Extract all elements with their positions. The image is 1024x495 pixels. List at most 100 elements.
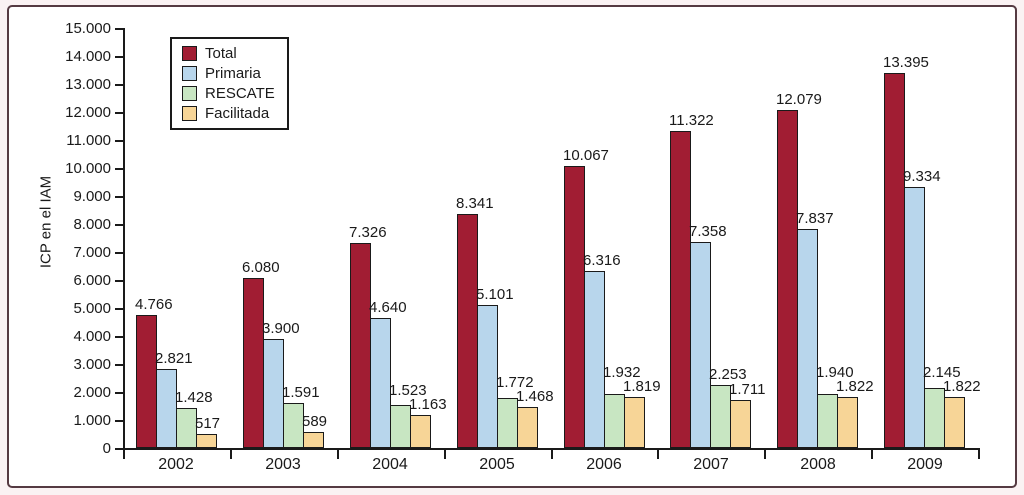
bar-label: 7.837: [796, 210, 834, 227]
bar-label: 2.821: [155, 350, 193, 367]
legend: Total Primaria RESCATE Facilitada: [170, 37, 289, 130]
y-tick: [115, 364, 123, 366]
legend-swatch-facilitada: [182, 106, 197, 121]
bar-label: 1.591: [282, 384, 320, 401]
x-tick: [978, 450, 980, 459]
y-tick-label: 12.000: [65, 104, 111, 121]
legend-label: Facilitada: [205, 105, 270, 122]
legend-swatch-rescate: [182, 86, 197, 101]
bar: [904, 187, 925, 448]
legend-label: Primaria: [205, 65, 261, 82]
bar-label: 1.468: [516, 388, 554, 405]
y-tick: [115, 308, 123, 310]
bar: [624, 397, 645, 448]
x-axis-line: [123, 448, 980, 450]
bar: [690, 242, 711, 448]
x-category-label: 2008: [800, 456, 836, 473]
x-category-label: 2005: [479, 456, 515, 473]
y-axis-line: [123, 28, 125, 450]
legend-swatch-total: [182, 46, 197, 61]
x-tick: [337, 450, 339, 459]
bar-label: 1.772: [496, 374, 534, 391]
bar: [303, 432, 324, 448]
x-category-label: 2006: [586, 456, 622, 473]
bar: [944, 397, 965, 448]
bar-label: 5.101: [476, 286, 514, 303]
bar: [243, 278, 264, 448]
y-tick: [115, 196, 123, 198]
bar: [517, 407, 538, 448]
y-tick: [115, 392, 123, 394]
bar-label: 6.080: [242, 259, 280, 276]
y-tick-label: 7.000: [73, 244, 111, 261]
bar: [477, 305, 498, 448]
bar-label: 4.640: [369, 299, 407, 316]
y-tick: [115, 28, 123, 30]
x-tick: [657, 450, 659, 459]
y-tick-label: 11.000: [66, 132, 111, 149]
y-tick-label: 0: [102, 440, 111, 457]
legend-item: Primaria: [182, 65, 275, 82]
y-tick: [115, 252, 123, 254]
bar: [604, 394, 625, 448]
y-tick-label: 4.000: [73, 328, 111, 345]
bar-label: 7.358: [689, 223, 727, 240]
legend-item: Facilitada: [182, 105, 275, 122]
bar-label: 517: [195, 415, 221, 432]
y-tick-label: 1.000: [73, 412, 111, 429]
y-tick-label: 5.000: [73, 300, 111, 317]
bar: [497, 398, 518, 448]
bar: [884, 73, 905, 448]
bar: [837, 397, 858, 448]
y-tick: [115, 280, 123, 282]
y-tick: [115, 448, 123, 450]
bar-label: 1.940: [816, 364, 854, 381]
x-tick: [230, 450, 232, 459]
x-category-label: 2009: [907, 456, 943, 473]
legend-swatch-primaria: [182, 66, 197, 81]
y-tick-label: 9.000: [73, 188, 111, 205]
y-tick: [115, 336, 123, 338]
x-tick: [764, 450, 766, 459]
y-tick: [115, 84, 123, 86]
bar-label: 1.523: [389, 382, 427, 399]
bar: [730, 400, 751, 448]
bar-label: 12.079: [776, 91, 822, 108]
bar: [777, 110, 798, 448]
x-category-label: 2003: [265, 456, 301, 473]
bar-label: 8.341: [456, 195, 494, 212]
y-tick-label: 10.000: [65, 160, 111, 177]
bar: [457, 214, 478, 448]
bar: [817, 394, 838, 448]
x-category-label: 2007: [693, 456, 729, 473]
bar: [263, 339, 284, 448]
x-tick: [123, 450, 125, 459]
legend-item: RESCATE: [182, 85, 275, 102]
legend-label: Total: [205, 45, 237, 62]
bar-label: 13.395: [883, 54, 929, 71]
bar: [584, 271, 605, 448]
bar-label: 3.900: [262, 320, 300, 337]
bar-label: 11.322: [669, 112, 714, 129]
x-tick: [551, 450, 553, 459]
y-tick-label: 14.000: [65, 48, 111, 65]
bar-label: 1.163: [409, 396, 447, 413]
bar: [390, 405, 411, 448]
y-tick-label: 6.000: [73, 272, 111, 289]
x-tick: [871, 450, 873, 459]
bar-label: 589: [302, 413, 328, 430]
bar-label: 1.822: [943, 378, 981, 395]
bar-label: 1.932: [603, 364, 641, 381]
bar-label: 4.766: [135, 296, 173, 313]
bar: [670, 131, 691, 448]
bar: [350, 243, 371, 448]
bar-label: 2.145: [923, 364, 961, 381]
y-tick: [115, 420, 123, 422]
bar: [196, 434, 217, 448]
y-tick-label: 2.000: [73, 384, 111, 401]
bar-label: 1.428: [175, 389, 213, 406]
bar: [564, 166, 585, 448]
bar: [797, 229, 818, 448]
y-tick: [115, 112, 123, 114]
